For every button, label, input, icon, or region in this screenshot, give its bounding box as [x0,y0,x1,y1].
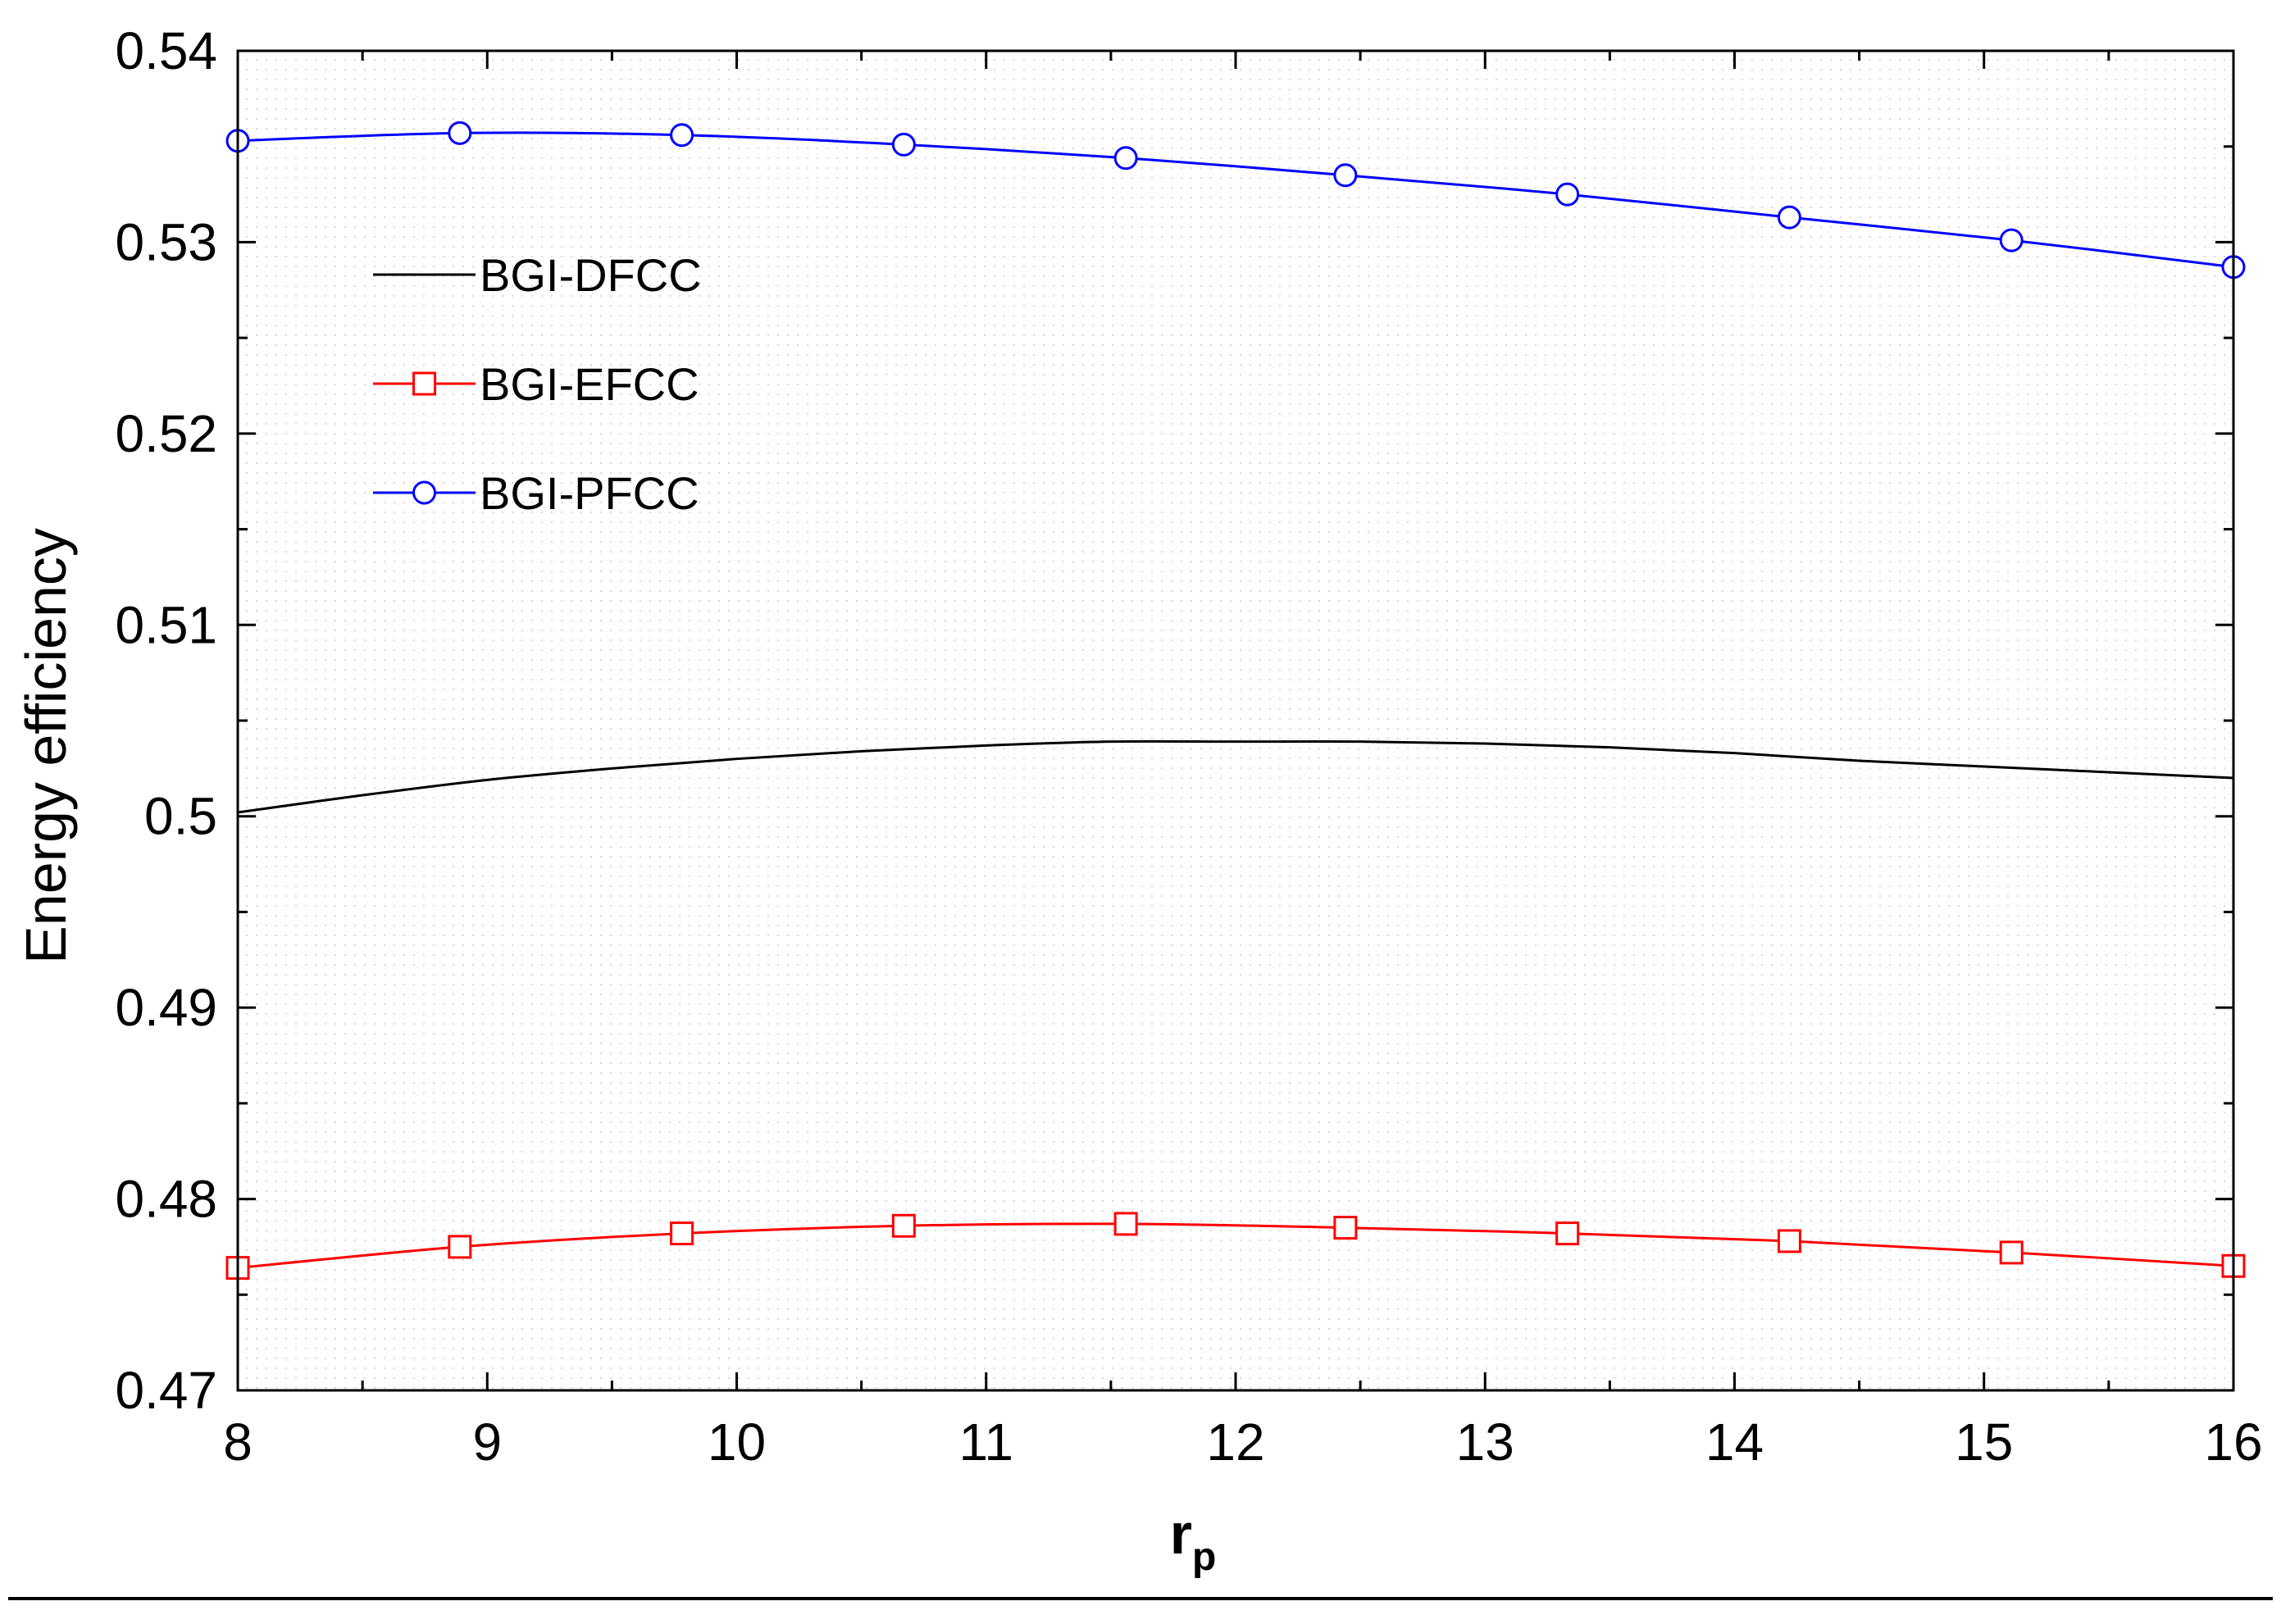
data-point-bgi-efcc [670,1221,694,1246]
data-point-bgi-efcc [891,1213,916,1238]
data-point-bgi-efcc [1333,1216,1358,1240]
data-point-bgi-efcc [1555,1221,1580,1246]
data-point-bgi-efcc [1999,1240,2024,1265]
x-tick-label: 10 [708,1412,766,1472]
data-point-bgi-pfcc [1555,182,1580,207]
x-axis-title-main: r [1170,1502,1192,1566]
x-tick-label: 16 [2204,1412,2262,1472]
legend-marker-bgi-efcc [412,371,436,396]
data-point-bgi-pfcc [1333,163,1358,188]
y-tick-label: 0.5 [144,787,217,846]
data-point-bgi-pfcc [891,132,916,157]
y-tick-label: 0.52 [115,404,217,463]
x-tick-label: 11 [959,1412,1013,1472]
data-point-bgi-pfcc [1113,146,1138,171]
legend-marker-bgi-pfcc [412,480,436,505]
y-tick-label: 0.48 [115,1170,217,1229]
x-axis-title-subscript: p [1192,1535,1216,1579]
data-point-bgi-pfcc [448,121,472,145]
legend-label-bgi-dfcc: BGI-DFCC [480,249,702,301]
y-tick-label: 0.54 [115,21,217,80]
series-line-bgi-pfcc [237,131,2234,269]
legend-label-bgi-efcc: BGI-EFCC [480,358,699,410]
data-point-bgi-efcc [1113,1212,1138,1236]
x-tick-label: 15 [1955,1412,2013,1472]
y-axis-title: Energy efficiency [14,528,78,964]
plot-background [238,51,2233,1390]
x-tick-label: 13 [1456,1412,1514,1472]
x-axis-title: rp [1170,1502,1217,1579]
data-point-bgi-efcc [448,1235,472,1259]
y-tick-label: 0.51 [115,595,217,654]
legend-label-bgi-pfcc: BGI-PFCC [480,467,699,519]
y-tick-label: 0.53 [115,212,217,271]
y-tick-label: 0.47 [115,1361,217,1420]
series-line-bgi-efcc [237,1222,2234,1270]
data-point-bgi-pfcc [1777,205,1801,230]
plot-frame [236,49,2235,1392]
data-point-bgi-pfcc [1999,228,2024,252]
legend: BGI-DFCC BGI-EFCC BGI-PFCC [373,249,702,519]
y-tick-label: 0.49 [115,978,217,1037]
data-point-bgi-pfcc [670,123,694,148]
x-tick-label: 12 [1206,1412,1264,1472]
series-line-bgi-dfcc [237,739,2234,814]
x-tick-label: 8 [223,1412,253,1472]
data-point-bgi-efcc [1777,1229,1801,1253]
x-tick-label: 9 [472,1412,502,1472]
x-tick-label: 14 [1705,1412,1764,1472]
